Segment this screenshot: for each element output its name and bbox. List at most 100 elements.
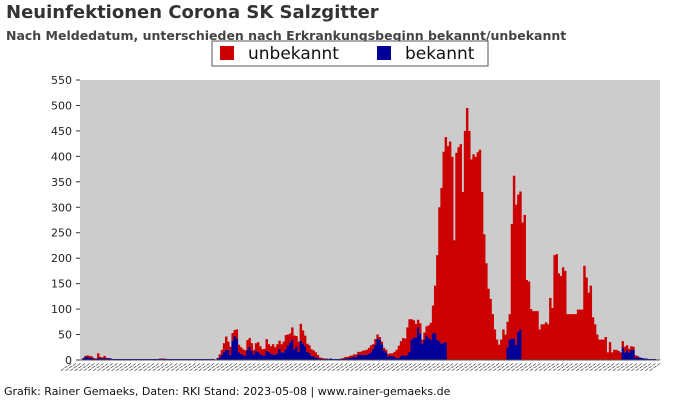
legend-swatch-bekannt [377, 46, 391, 60]
bar-bekannt [135, 358, 138, 360]
bar-unbekannt [598, 339, 601, 360]
bar-unbekannt [419, 323, 422, 334]
bar-unbekannt [237, 344, 241, 353]
bar-bekannt [246, 349, 249, 360]
bar-unbekannt [561, 267, 565, 360]
bar-unbekannt [534, 311, 537, 360]
bar-bekannt [212, 358, 215, 360]
bar-bekannt [397, 357, 401, 360]
bar-bekannt [175, 358, 179, 360]
bar-bekannt [233, 336, 236, 360]
y-tick-label: 550 [51, 74, 72, 87]
bar-unbekannt [451, 156, 454, 360]
bar-unbekannt [429, 322, 433, 340]
bar-unbekannt [615, 349, 618, 360]
bar-unbekannt [82, 357, 85, 359]
bar-bekannt [150, 358, 153, 360]
bar-bekannt [178, 358, 181, 360]
bar-bekannt [623, 352, 627, 360]
bar-unbekannt [448, 141, 452, 360]
bar-bekannt [406, 354, 409, 360]
bar-unbekannt [314, 352, 317, 358]
bar-bekannt [94, 358, 98, 360]
bar-bekannt [355, 356, 358, 360]
bar-bekannt [231, 340, 234, 360]
bar-unbekannt [570, 314, 573, 360]
bar-unbekannt [442, 151, 445, 343]
bar-bekannt [84, 356, 87, 360]
bar-unbekannt [602, 339, 605, 360]
bar-unbekannt [553, 255, 556, 360]
bar-bekannt [645, 358, 648, 360]
bar-unbekannt [549, 297, 552, 360]
bar-bekannt [384, 352, 388, 360]
bar-bekannt [433, 333, 437, 360]
bar-unbekannt [421, 339, 424, 344]
bar-unbekannt [299, 323, 303, 341]
bar-bekannt [141, 358, 145, 360]
bar-unbekannt [259, 346, 262, 354]
bar-bekannt [282, 352, 285, 360]
bar-bekannt [105, 358, 109, 360]
bar-unbekannt [515, 204, 518, 345]
bar-bekannt [205, 358, 209, 360]
bar-bekannt [165, 358, 168, 360]
bar-bekannt [131, 358, 134, 360]
bar-bekannt [340, 358, 343, 360]
bar-bekannt [180, 358, 183, 360]
bar-bekannt [316, 357, 320, 360]
bar-bekannt [199, 358, 202, 360]
bar-unbekannt [244, 350, 247, 356]
bar-unbekannt [239, 347, 243, 354]
bar-bekannt [216, 358, 219, 360]
bar-bekannt [414, 337, 418, 360]
bar-bekannt [288, 342, 292, 360]
bar-unbekannt [101, 357, 104, 359]
bar-unbekannt [363, 350, 367, 355]
y-tick-label: 150 [51, 278, 72, 291]
bar-unbekannt [583, 265, 586, 360]
bar-unbekannt [278, 340, 281, 349]
bar-bekannt [152, 358, 155, 360]
bar-bekannt [416, 327, 420, 360]
bar-bekannt [92, 358, 96, 360]
bar-bekannt [636, 357, 639, 360]
bar-unbekannt [632, 346, 635, 350]
bar-unbekannt [352, 354, 356, 357]
bar-unbekannt [301, 330, 305, 344]
y-axis: 0 50 100 150 200 250 300 350 400 450 500 550 [51, 74, 80, 367]
bar-bekannt [254, 350, 258, 360]
bar-bekannt [148, 358, 151, 360]
y-tick-label: 50 [58, 329, 72, 342]
bar-bekannt [190, 358, 194, 360]
bar-bekannt [220, 354, 224, 360]
bar-unbekannt [425, 326, 428, 336]
bar-unbekannt [489, 298, 492, 360]
bar-unbekannt [630, 346, 633, 350]
bar-bekannt [429, 339, 433, 360]
bar-unbekannt [465, 108, 469, 360]
bar-unbekannt [500, 339, 503, 360]
bar-unbekannt [517, 194, 520, 332]
bar-unbekannt [536, 311, 539, 360]
bar-bekannt [109, 358, 113, 360]
bar-unbekannt [470, 159, 473, 360]
bar-unbekannt [568, 314, 571, 360]
bar-unbekannt [461, 192, 465, 360]
bar-bekannt [229, 354, 232, 360]
legend: unbekannt bekannt [211, 40, 489, 67]
bar-unbekannt [438, 207, 441, 342]
chart-subtitle: Nach Meldedatum, unterschieden nach Erkr… [6, 28, 567, 43]
bar-bekannt [357, 354, 360, 360]
bar-unbekannt [359, 351, 362, 355]
bar-bekannt [103, 358, 106, 360]
bar-unbekannt [532, 311, 535, 360]
bar-unbekannt [446, 146, 450, 360]
bar-unbekannt [483, 234, 486, 360]
bar-bekannt [517, 332, 520, 360]
legend-label-unbekannt: unbekannt [248, 44, 339, 64]
bar-unbekannt [485, 263, 488, 360]
bar-bekannt [114, 358, 117, 360]
bar-unbekannt [506, 321, 509, 348]
bar-bekannt [306, 351, 309, 360]
